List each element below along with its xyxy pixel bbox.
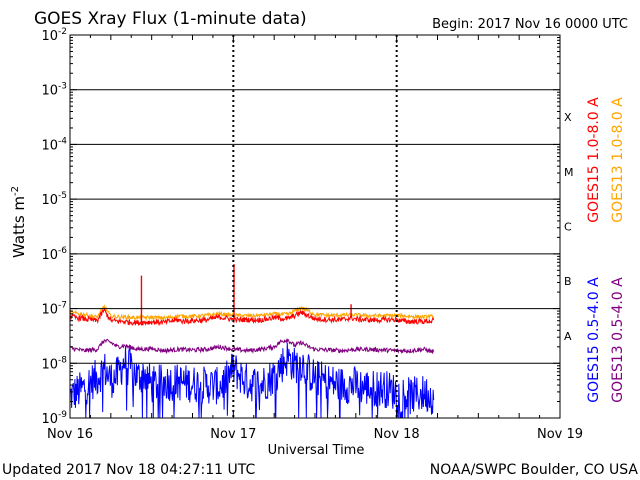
legend-entry: GOES15 1.0-8.0 A [586, 97, 602, 223]
credit-label: NOAA/SWPC Boulder, CO USA [430, 462, 639, 478]
y-axis-title-exponent: -2 [10, 186, 21, 196]
flare-class-label: M [564, 166, 574, 179]
y-tick-label: 10-6 [41, 246, 67, 263]
plot-frame [69, 34, 561, 419]
y-tick-label: 10-4 [41, 136, 67, 153]
grid-layer [70, 35, 560, 418]
series-layer [69, 264, 435, 419]
y-tick-exponent: -4 [58, 136, 67, 146]
y-tick-label: 10-9 [41, 410, 67, 427]
y-tick-base: 10 [41, 138, 58, 153]
flare-class-labels: X M C B A [564, 111, 574, 343]
y-tick-label: 10-7 [41, 301, 67, 318]
x-tick-label: Nov 17 [210, 427, 256, 442]
chart-title: GOES Xray Flux (1-minute data) [34, 9, 307, 29]
x-tick-label: Nov 16 [47, 427, 93, 442]
y-tick-label: 10-8 [41, 355, 67, 372]
y-tick-exponent: -5 [58, 191, 67, 201]
y-axis-title-text: Watts m [10, 196, 28, 258]
y-tick-base: 10 [41, 29, 58, 44]
y-tick-base: 10 [41, 412, 58, 427]
y-tick-base: 10 [41, 193, 58, 208]
series-line [69, 308, 435, 327]
series-line [69, 304, 435, 321]
x-axis-title: Universal Time [268, 443, 365, 458]
y-tick-label: 10-3 [41, 82, 67, 99]
legend-entry: GOES13 1.0-8.0 A [610, 97, 626, 223]
updated-timestamp: Updated 2017 Nov 18 04:27:11 UTC [2, 462, 255, 478]
y-tick-base: 10 [41, 357, 58, 372]
flare-class-label: B [564, 275, 572, 288]
legend-entry: GOES13 0.5-4.0 A [610, 277, 626, 403]
y-tick-exponent: -9 [58, 410, 67, 420]
y-tick-label: 10-2 [41, 27, 67, 44]
x-tick-label: Nov 19 [537, 427, 583, 442]
y-tick-base: 10 [41, 84, 58, 99]
legend: GOES15 1.0-8.0 A GOES13 1.0-8.0 A GOES15 0… [586, 97, 626, 403]
series-line [69, 342, 435, 419]
flare-class-label: X [564, 111, 572, 124]
y-axis-title: Watts m-2 [10, 186, 28, 258]
y-tick-exponent: -3 [58, 82, 67, 92]
svg-text:Watts m-2: Watts m-2 [10, 186, 28, 258]
flare-class-label: A [564, 330, 572, 343]
series-line [69, 338, 435, 355]
y-tick-base: 10 [41, 303, 58, 318]
flare-class-label: C [564, 221, 572, 234]
y-tick-base: 10 [41, 248, 58, 263]
y-tick-exponent: -8 [58, 355, 67, 365]
legend-entry: GOES15 0.5-4.0 A [586, 277, 602, 403]
x-tick-label: Nov 18 [374, 427, 420, 442]
y-tick-exponent: -6 [58, 246, 67, 256]
y-tick-exponent: -7 [58, 301, 67, 311]
y-tick-exponent: -2 [58, 27, 67, 37]
y-tick-label: 10-5 [41, 191, 67, 208]
begin-label: Begin: 2017 Nov 16 0000 UTC [432, 17, 628, 32]
